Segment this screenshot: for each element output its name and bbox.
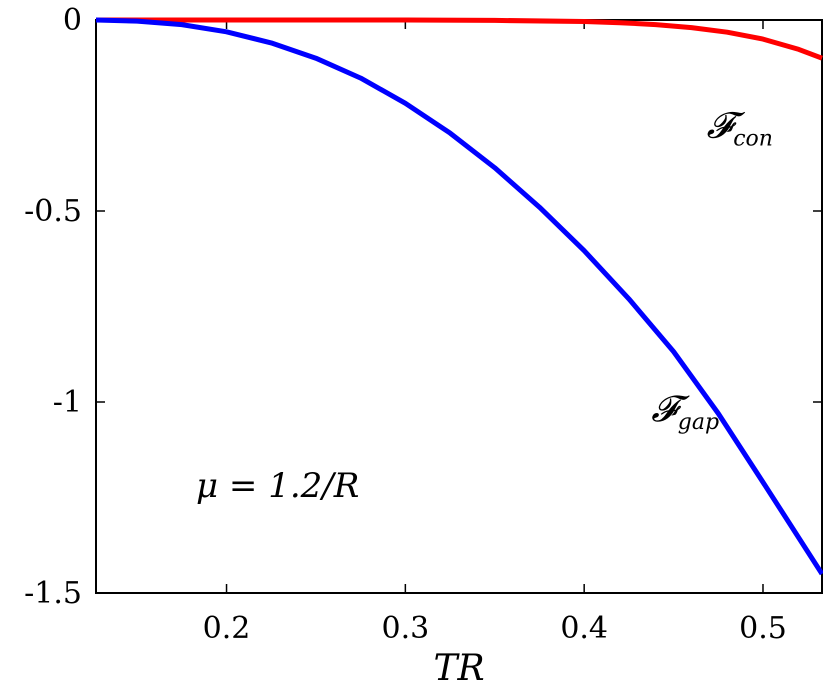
series-line-con bbox=[96, 17, 823, 61]
axis-ticks: 0.2 0.3 0.4 0.5 0 -0.5 -1 -1.5 bbox=[24, 3, 822, 646]
x-tick-label: 0.3 bbox=[381, 611, 429, 646]
x-tick-label: 0.5 bbox=[739, 611, 787, 646]
series-label-con: 𝓕con bbox=[707, 106, 773, 152]
series-label-subscript: gap bbox=[678, 410, 719, 435]
series-line-gap bbox=[95, 17, 823, 576]
y-tick-label: -1.5 bbox=[24, 576, 82, 611]
y-tick-label: -1 bbox=[53, 385, 82, 420]
x-tick-label: 0.4 bbox=[560, 611, 608, 646]
x-axis-title: TR bbox=[433, 648, 484, 689]
y-tick-label: 0 bbox=[63, 3, 82, 38]
series-label-gap: 𝓕gap bbox=[651, 389, 719, 435]
mu-annotation: μ = 1.2/R bbox=[196, 466, 359, 506]
series-labels: 𝓕con 𝓕gap bbox=[651, 106, 773, 435]
series-group bbox=[95, 17, 823, 576]
series-label-subscript: con bbox=[733, 127, 773, 152]
y-tick-label: -0.5 bbox=[24, 194, 82, 229]
x-tick-label: 0.2 bbox=[203, 611, 251, 646]
